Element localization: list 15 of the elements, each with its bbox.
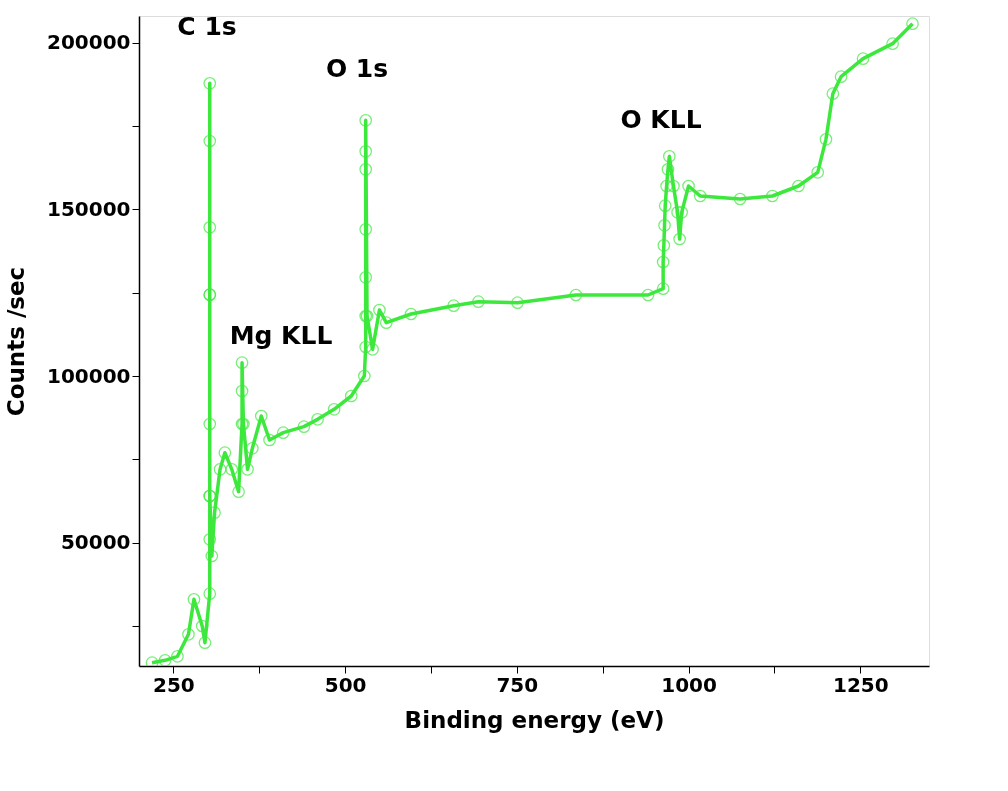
y-tick-label: 150000 [47,196,131,221]
x-tick-label: 750 [496,672,539,697]
y-tick-label: 200000 [47,30,131,55]
x-axis-title: Binding energy (eV) [404,706,665,733]
x-tick-label: 500 [324,672,367,697]
x-tick-label: 1250 [832,672,889,697]
y-axis-title: Counts /sec [3,266,29,417]
annotation: O KLL [620,105,702,134]
annotation: O 1s [325,54,389,83]
x-tick-label: 1000 [661,672,717,697]
x-tick-label: 250 [152,672,195,697]
annotation: Mg KLL [229,321,333,350]
annotation: C 1s [177,12,237,41]
y-tick-label: 50000 [60,530,131,555]
y-tick-label: 100000 [47,363,131,388]
